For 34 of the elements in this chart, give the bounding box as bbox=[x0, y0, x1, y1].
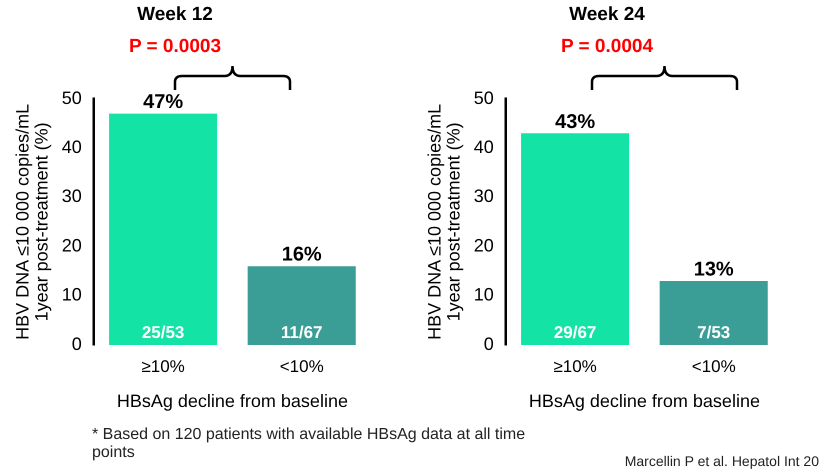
x-axis-title: HBsAg decline from baseline bbox=[116, 391, 348, 412]
x-tick-label: ≥10% bbox=[553, 356, 597, 376]
data-label: 43% bbox=[555, 110, 596, 133]
text: Marcellin P et al. Hepatol Int 20 bbox=[624, 453, 819, 469]
y-tick-label: 30 bbox=[474, 186, 494, 206]
y-tick-label: 50 bbox=[62, 88, 82, 108]
y-tick-label: 10 bbox=[474, 284, 494, 305]
chart-subtitle: P = 0.0003 bbox=[128, 36, 222, 58]
y-axis-title: HBV DNA ≤10 000 copies/mL 1year post-treatment (%) bbox=[12, 104, 52, 340]
y-tick-label: 50 bbox=[474, 88, 494, 108]
annotation: 11/67 bbox=[280, 323, 323, 342]
y-tick-label: 20 bbox=[474, 235, 494, 256]
x-tick-label: <10% bbox=[692, 356, 736, 376]
x-tick-label: ≥10% bbox=[141, 356, 185, 376]
x-axis-title: HBsAg decline from baseline bbox=[528, 391, 760, 412]
annotation: 29/67 bbox=[554, 323, 596, 342]
chart-title: Week 24 bbox=[568, 4, 646, 26]
y-tick-label: 10 bbox=[62, 284, 82, 305]
y-tick-label: 20 bbox=[62, 235, 82, 256]
chart-title: Week 12 bbox=[136, 4, 214, 26]
y-tick-label: 0 bbox=[484, 334, 494, 354]
annotation: 25/53 bbox=[142, 323, 184, 342]
y-tick-label: 40 bbox=[474, 137, 494, 158]
data-label: 47% bbox=[143, 91, 184, 114]
y-tick-label: 0 bbox=[72, 334, 82, 354]
data-label: 13% bbox=[694, 258, 734, 281]
y-tick-label: 30 bbox=[62, 186, 82, 206]
chart-subtitle: P = 0.0004 bbox=[560, 36, 654, 58]
y-axis-title: HBV DNA ≤10 000 copies/mL 1year post-treatment (%) bbox=[424, 104, 464, 340]
data-label: 16% bbox=[282, 244, 322, 266]
y-tick-label: 40 bbox=[62, 137, 82, 158]
text: * Based on 120 patients with available HBsAg data at all time points bbox=[92, 426, 526, 462]
annotation: 7/53 bbox=[697, 323, 730, 342]
x-tick-label: <10% bbox=[280, 356, 324, 376]
